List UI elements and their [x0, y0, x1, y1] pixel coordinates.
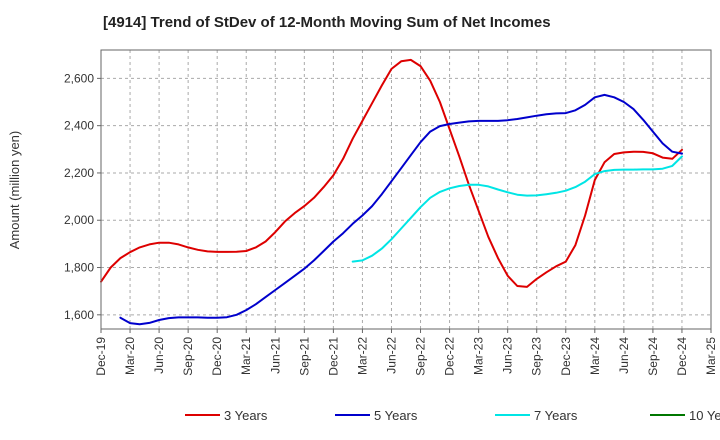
- x-tick-label: Mar-22: [355, 337, 369, 375]
- y-tick-label: 1,600: [64, 308, 94, 322]
- x-tick-label: Jun-23: [501, 337, 515, 374]
- x-tick-label: Mar-24: [588, 337, 602, 375]
- legend-label-3-years: 3 Years: [224, 408, 268, 423]
- x-tick-label: Dec-20: [210, 337, 224, 376]
- series-line-7-years: [351, 155, 683, 263]
- grid-layer: [101, 50, 711, 329]
- plot-frame: [100, 49, 712, 330]
- series-line-5-years: [119, 93, 683, 326]
- y-tick-label: 2,600: [64, 71, 94, 85]
- legend: 3 Years 5 Years 7 Years 10 Years: [185, 408, 720, 423]
- x-tick-label: Sep-20: [181, 337, 195, 376]
- x-tick-label: Mar-21: [239, 337, 253, 375]
- x-tick-label: Dec-24: [675, 337, 689, 376]
- x-tick-label: Sep-22: [414, 337, 428, 376]
- x-tick-label: Jun-20: [152, 337, 166, 374]
- x-tick-label: Mar-20: [123, 337, 137, 375]
- y-tick-label: 2,200: [64, 166, 94, 180]
- x-tick-label: Jun-22: [384, 337, 398, 374]
- series-layer: [100, 58, 683, 326]
- y-axis: 1,600 1,800 2,000 2,200 2,400 2,600: [64, 71, 101, 322]
- x-tick-label: Jun-21: [268, 337, 282, 374]
- x-tick-label: Dec-19: [94, 337, 108, 376]
- chart-title: [4914] Trend of StDev of 12-Month Moving…: [103, 14, 551, 31]
- x-tick-label: Sep-24: [646, 337, 660, 376]
- x-tick-label: Dec-21: [326, 337, 340, 376]
- x-tick-label: Jun-24: [617, 337, 631, 374]
- legend-label-10-years: 10 Years: [689, 408, 720, 423]
- y-tick-label: 1,800: [64, 261, 94, 275]
- x-tick-label: Sep-21: [297, 337, 311, 376]
- legend-label-7-years: 7 Years: [534, 408, 578, 423]
- x-tick-label: Dec-22: [443, 337, 457, 376]
- y-tick-label: 2,000: [64, 213, 94, 227]
- x-tick-label: Sep-23: [530, 337, 544, 376]
- x-tick-label: Mar-25: [704, 337, 718, 375]
- y-axis-title: Amount (million yen): [7, 131, 22, 250]
- x-tick-label: Mar-23: [472, 337, 486, 375]
- x-tick-label: Dec-23: [559, 337, 573, 376]
- legend-label-5-years: 5 Years: [374, 408, 418, 423]
- y-tick-label: 2,400: [64, 119, 94, 133]
- series-line-3-years: [100, 58, 683, 288]
- x-axis: Dec-19 Mar-20 Jun-20 Sep-20 Dec-20 Mar-21 Jun-…: [94, 329, 718, 376]
